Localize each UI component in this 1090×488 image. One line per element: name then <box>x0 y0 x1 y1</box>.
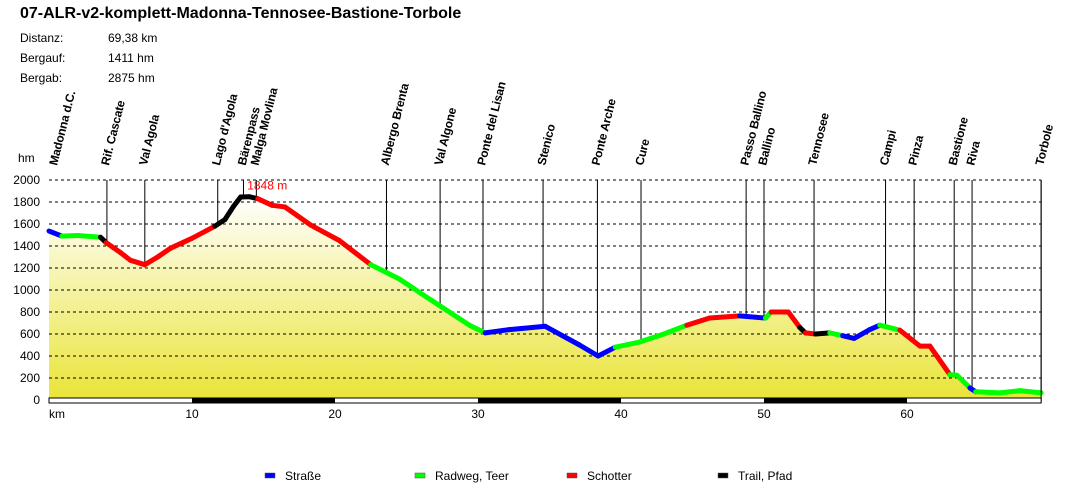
stat-value: 69,38 km <box>108 31 158 45</box>
x-tick-label: 20 <box>328 407 342 421</box>
legend-label: Radweg, Teer <box>435 469 509 483</box>
profile-segment-radweg <box>1017 388 1044 396</box>
stat-label: Bergauf: <box>20 51 66 65</box>
waypoint-label: Albergo Brenta <box>378 81 412 166</box>
x-tick-label: 40 <box>614 407 628 421</box>
profile-segment-strasse <box>542 323 583 348</box>
profile-segment-schotter <box>155 245 174 260</box>
profile-segment-schotter <box>103 240 123 256</box>
x-axis-unit: km <box>49 407 65 421</box>
profile-segment-radweg <box>637 331 667 345</box>
stat-label: Distanz: <box>20 31 64 45</box>
profile-segment-trail <box>222 203 236 223</box>
profile-segment-strasse <box>506 323 548 333</box>
profile-segment-radweg <box>661 322 690 337</box>
profile-segment-strasse <box>851 327 873 341</box>
profile-segment-strasse <box>595 344 618 359</box>
profile-segment-radweg <box>954 372 973 391</box>
stat-ascent: Bergauf: 1411 hm <box>20 51 154 65</box>
waypoint-label: Cure <box>632 137 652 167</box>
legend-swatch-radweg <box>414 472 426 479</box>
profile-segment-schotter <box>707 313 743 321</box>
waypoint-label: Tennosee <box>805 111 832 167</box>
profile-segment-radweg <box>368 262 402 282</box>
y-tick-label: 400 <box>20 349 40 363</box>
km-axis-segment <box>478 398 621 403</box>
legend-swatch-trail <box>717 472 729 479</box>
legend-swatch-schotter <box>566 472 578 479</box>
profile-segment-radweg <box>75 233 103 240</box>
profile-segment-strasse <box>737 313 768 321</box>
y-tick-label: 1800 <box>13 195 40 209</box>
x-tick-label: 50 <box>757 407 771 421</box>
y-tick-label: 1200 <box>13 261 40 275</box>
waypoint-label: Torbole <box>1032 122 1056 166</box>
waypoint-label: Pinza <box>905 133 926 166</box>
y-tick-label: 2000 <box>13 173 40 187</box>
y-tick-label: 0 <box>33 393 40 407</box>
waypoint-label: Riva <box>963 139 983 167</box>
legend-label: Schotter <box>587 469 632 483</box>
x-tick-label: 10 <box>185 407 199 421</box>
profile-segment-schotter <box>308 222 342 243</box>
chart-title: 07-ALR-v2-komplett-Madonna-Tennosee-Bast… <box>20 5 462 22</box>
y-tick-label: 200 <box>20 371 40 385</box>
waypoint-label: Madonna d.C. <box>46 89 78 166</box>
profile-segment-radweg <box>396 276 434 303</box>
profile-segment-schotter <box>684 315 713 328</box>
y-tick-label: 1600 <box>13 217 40 231</box>
max-elevation-label: 1848 m <box>247 179 287 193</box>
legend-label: Straße <box>285 469 321 483</box>
profile-segment-schotter <box>897 327 923 349</box>
stat-descent: Bergab: 2875 hm <box>20 71 155 85</box>
profile-segment-strasse <box>482 327 512 336</box>
profile-segment-radweg <box>877 322 903 333</box>
waypoint-label: Val Algone <box>431 106 459 167</box>
profile-segment-radweg <box>466 322 488 336</box>
waypoint-label: Ponte del Lisan <box>474 80 508 167</box>
profile-segment-schotter <box>282 204 314 228</box>
profile-segment-radweg <box>973 389 1003 396</box>
profile-segment-radweg <box>997 388 1023 396</box>
legend-swatch-strasse <box>264 472 276 479</box>
waypoint-label: Campi <box>877 129 899 167</box>
stat-label: Bergab: <box>20 71 63 85</box>
waypoint-label: Stenico <box>534 123 558 167</box>
profile-segment-radweg <box>59 233 81 239</box>
stat-distance: Distanz: 69,38 km <box>20 31 157 45</box>
stat-value: 1411 hm <box>108 51 154 65</box>
profile-segment-schotter <box>189 223 218 241</box>
profile-segment-schotter <box>785 309 803 330</box>
km-axis-segment <box>764 398 907 403</box>
profile-segment-schotter <box>927 343 953 378</box>
waypoint-label: Val Agola <box>136 113 162 167</box>
waypoint-label: Rif. Cascate <box>98 99 128 167</box>
y-axis-unit: hm <box>18 151 35 165</box>
legend-label: Trail, Pfad <box>738 469 792 483</box>
profile-segment-schotter <box>168 235 195 251</box>
y-tick-label: 800 <box>20 305 40 319</box>
waypoint-label: Ponte Arche <box>589 97 619 167</box>
x-tick-label: 60 <box>900 407 914 421</box>
profile-segment-schotter <box>255 196 275 208</box>
km-axis-segment <box>192 398 335 403</box>
profile-segment-radweg <box>612 339 643 350</box>
stat-value: 2875 hm <box>108 71 155 85</box>
y-tick-label: 600 <box>20 327 40 341</box>
profile-segment-schotter <box>336 238 374 268</box>
profile-segment-strasse <box>577 342 601 359</box>
x-tick-label: 30 <box>471 407 485 421</box>
y-tick-label: 1000 <box>13 283 40 297</box>
y-tick-label: 1400 <box>13 239 40 253</box>
profile-segment-radweg <box>428 297 472 328</box>
profile-area-fill <box>49 196 1042 400</box>
